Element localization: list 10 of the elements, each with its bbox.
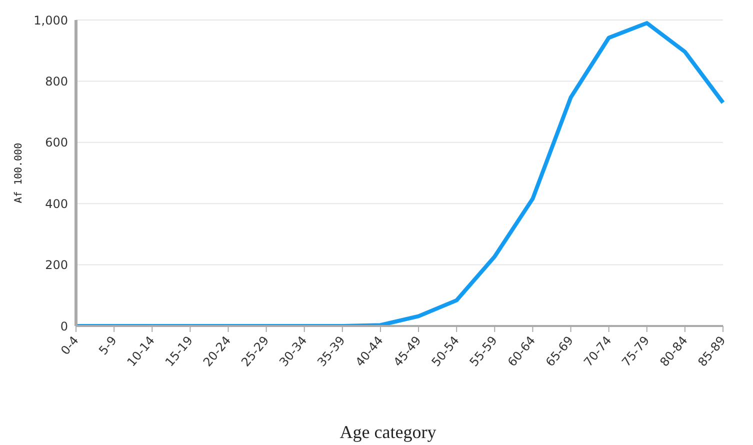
y-tick-label: 400 — [45, 196, 68, 211]
y-tick-label: 600 — [45, 136, 68, 150]
x-axis-title: Age category — [338, 422, 438, 443]
y-axis-title: Af 100.000 — [14, 142, 25, 204]
x-tick-label: 5-9 — [96, 334, 120, 358]
y-tick-label: 800 — [45, 74, 68, 88]
y-tick-label: 1,000 — [34, 13, 68, 28]
y-tick-label: 0 — [60, 319, 68, 334]
x-tick-label: 0-4 — [58, 334, 82, 358]
y-tick-label: 200 — [45, 258, 68, 272]
